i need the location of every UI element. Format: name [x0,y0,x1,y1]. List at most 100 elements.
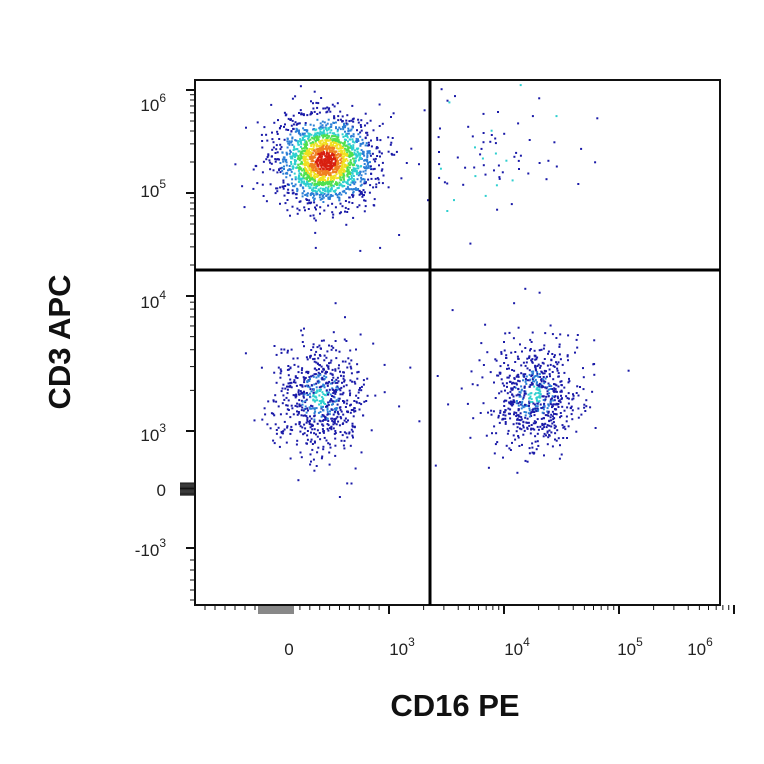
event-dot [340,386,343,389]
event-dot [526,460,529,463]
event-dot [316,190,319,193]
event-dot [509,412,511,415]
event-dot [307,372,310,375]
event-dot [360,451,363,454]
event-dot [355,139,358,142]
event-dot [504,422,507,425]
event-dot [520,416,523,419]
event-dot [482,141,485,144]
event-dot [279,167,282,170]
event-dot [524,403,526,406]
event-dot [339,147,342,150]
event-dot [312,156,315,159]
event-dot [519,419,522,422]
event-dot [304,184,307,187]
event-dot [325,144,328,147]
event-dot [333,122,335,124]
event-dot [340,439,343,442]
event-dot [330,123,333,126]
event-dot [352,133,355,136]
event-dot [357,370,360,373]
event-dot [535,388,538,391]
event-dot [554,395,557,398]
event-dot [353,160,356,163]
event-dot [565,420,568,423]
event-dot [289,457,292,460]
event-dot [319,187,322,190]
event-dot [302,158,305,161]
event-dot [436,375,439,377]
event-dot [325,439,328,442]
event-dot [279,368,282,371]
event-dot [289,378,292,381]
event-dot [514,351,517,353]
event-dot [326,364,328,367]
event-dot [322,400,325,403]
event-dot [494,142,497,145]
event-dot [551,395,554,398]
event-dot [480,342,483,345]
event-dot [356,148,359,150]
event-dot [339,406,342,409]
event-dot [513,413,515,416]
event-dot [314,173,317,176]
event-dot [285,151,288,154]
event-dot [344,124,347,127]
event-dot [346,211,349,213]
event-dot [314,231,317,234]
event-dot [297,389,300,392]
event-dot [309,463,312,466]
event-dot [318,400,321,403]
event-dot [543,432,546,435]
event-dot [592,363,595,366]
event-dot [343,431,346,434]
event-dot [331,147,334,150]
event-dot [322,164,324,166]
event-dot [296,148,299,151]
event-dot [329,110,332,113]
event-dot [383,363,386,366]
event-dot [572,393,574,396]
event-dot [283,138,286,141]
event-dot [324,157,327,160]
event-dot [493,425,496,428]
event-dot [532,427,535,430]
event-dot [553,399,556,402]
event-dot [306,202,309,205]
event-dot [314,395,316,398]
event-dot [308,176,311,179]
event-dot [352,191,355,194]
event-dot [349,183,352,186]
event-dot [559,412,562,414]
event-dot [310,184,313,187]
event-dot [295,384,298,387]
event-dot [334,388,337,391]
event-dot [326,161,329,163]
event-dot [295,395,298,398]
event-dot [585,399,588,402]
event-dot [347,143,350,146]
event-dot [319,190,321,193]
event-dot [325,139,328,142]
event-dot [438,176,441,179]
event-dot [294,375,297,378]
event-dot [398,405,401,408]
event-dot [506,376,509,379]
event-dot [289,432,292,435]
event-dot [335,173,338,175]
event-dot [269,183,272,186]
event-dot [337,413,340,416]
event-dot [332,420,335,423]
event-dot [313,138,316,141]
event-dot [519,427,521,430]
event-dot [549,399,552,402]
event-dot [329,361,332,364]
event-dot [524,414,527,417]
event-dot [322,393,325,396]
event-dot [305,164,308,167]
event-dot [328,362,330,365]
event-dot [322,383,325,386]
event-dot [474,146,476,149]
event-dot [359,131,362,134]
event-dot [322,196,325,199]
